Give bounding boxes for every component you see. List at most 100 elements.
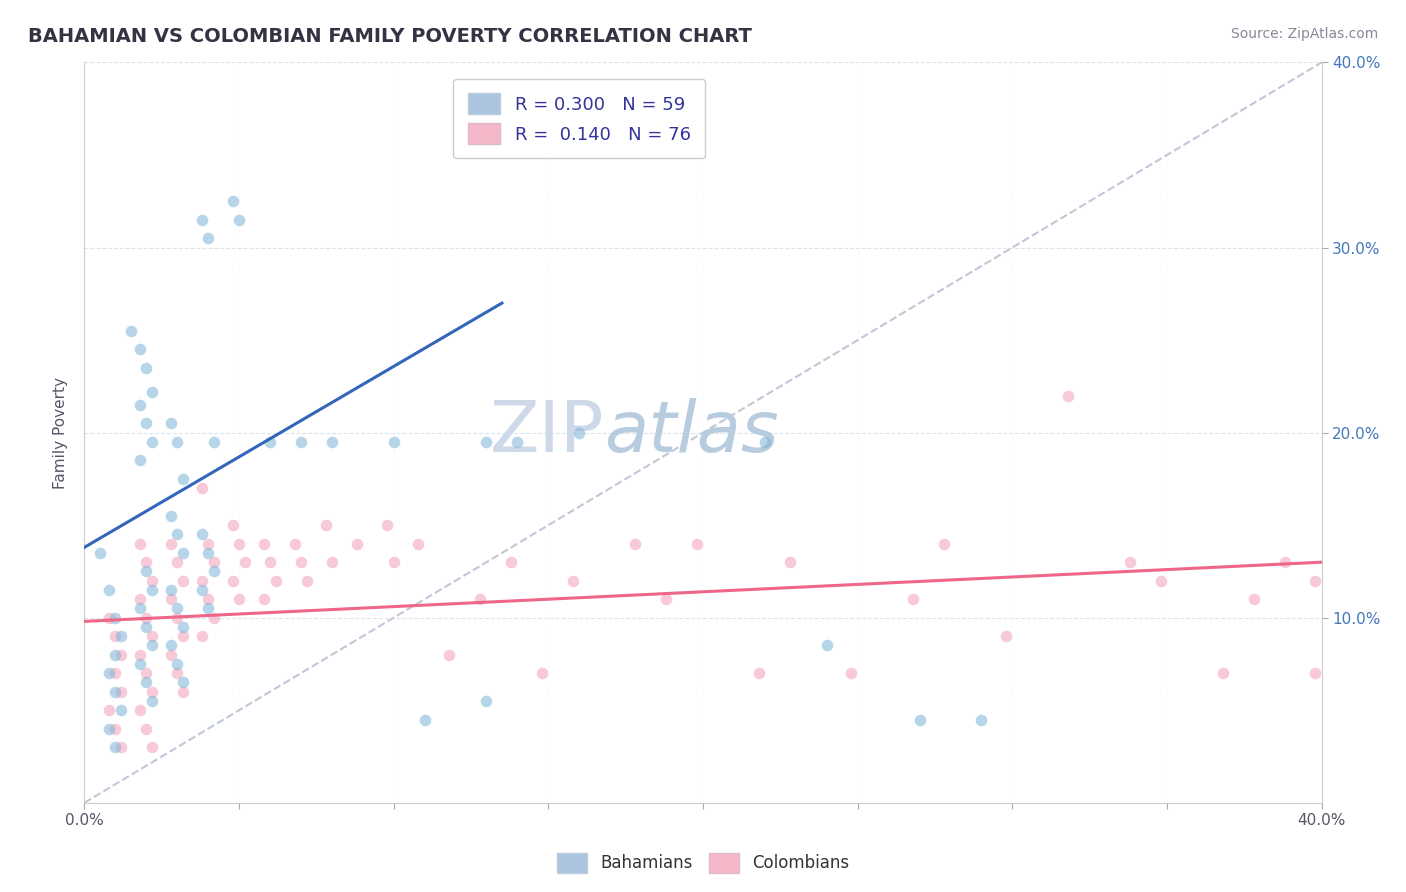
Point <box>995 629 1018 643</box>
Point <box>413 713 436 727</box>
Point <box>135 722 157 736</box>
Point <box>172 629 194 643</box>
Point <box>197 601 219 615</box>
Point <box>104 740 127 755</box>
Point <box>754 434 776 449</box>
Point <box>191 582 214 597</box>
Point <box>1119 555 1142 569</box>
Point <box>290 434 312 449</box>
Point <box>172 675 194 690</box>
Point <box>475 694 498 708</box>
Point <box>166 611 188 625</box>
Point <box>321 555 343 569</box>
Point <box>531 666 554 681</box>
Point <box>135 565 157 579</box>
Point <box>98 582 121 597</box>
Point <box>110 648 132 662</box>
Point <box>98 666 121 681</box>
Point <box>841 666 863 681</box>
Point <box>1057 389 1080 403</box>
Text: atlas: atlas <box>605 398 779 467</box>
Point <box>259 434 281 449</box>
Point <box>264 574 287 588</box>
Point <box>129 703 152 717</box>
Point <box>141 384 163 399</box>
Point <box>1212 666 1234 681</box>
Point <box>141 629 163 643</box>
Point <box>686 537 709 551</box>
Point <box>160 582 183 597</box>
Y-axis label: Family Poverty: Family Poverty <box>52 376 67 489</box>
Point <box>172 472 194 486</box>
Point <box>197 537 219 551</box>
Point <box>166 555 188 569</box>
Point <box>110 629 132 643</box>
Point <box>197 592 219 607</box>
Legend: R = 0.300   N = 59, R =  0.140   N = 76: R = 0.300 N = 59, R = 0.140 N = 76 <box>453 78 706 159</box>
Point <box>228 592 250 607</box>
Point <box>129 537 152 551</box>
Point <box>141 574 163 588</box>
Point <box>321 434 343 449</box>
Point <box>970 713 993 727</box>
Point <box>908 713 931 727</box>
Point <box>135 417 157 431</box>
Point <box>135 666 157 681</box>
Legend: Bahamians, Colombians: Bahamians, Colombians <box>550 847 856 880</box>
Point <box>253 537 276 551</box>
Point <box>120 324 142 338</box>
Point <box>166 657 188 671</box>
Point <box>160 417 183 431</box>
Point <box>382 555 405 569</box>
Point <box>228 212 250 227</box>
Point <box>295 574 318 588</box>
Point <box>98 722 121 736</box>
Point <box>222 194 245 209</box>
Point <box>129 601 152 615</box>
Point <box>197 546 219 560</box>
Point <box>903 592 925 607</box>
Point <box>382 434 405 449</box>
Point <box>439 648 461 662</box>
Point <box>191 481 214 495</box>
Point <box>346 537 368 551</box>
Point <box>135 620 157 634</box>
Point <box>129 648 152 662</box>
Point <box>197 231 219 245</box>
Text: Source: ZipAtlas.com: Source: ZipAtlas.com <box>1230 27 1378 41</box>
Point <box>104 611 127 625</box>
Point <box>1150 574 1173 588</box>
Point <box>172 546 194 560</box>
Point <box>160 592 183 607</box>
Point <box>141 740 163 755</box>
Point <box>172 685 194 699</box>
Point <box>191 574 214 588</box>
Point <box>166 527 188 541</box>
Text: BAHAMIAN VS COLOMBIAN FAMILY POVERTY CORRELATION CHART: BAHAMIAN VS COLOMBIAN FAMILY POVERTY COR… <box>28 27 752 45</box>
Point <box>172 620 194 634</box>
Point <box>104 648 127 662</box>
Point <box>104 629 127 643</box>
Point <box>141 685 163 699</box>
Point <box>259 555 281 569</box>
Point <box>135 611 157 625</box>
Point <box>1305 574 1327 588</box>
Point <box>290 555 312 569</box>
Point <box>135 675 157 690</box>
Point <box>160 508 183 523</box>
Point <box>98 611 121 625</box>
Point <box>191 527 214 541</box>
Point <box>166 601 188 615</box>
Point <box>233 555 256 569</box>
Point <box>284 537 307 551</box>
Point <box>1305 666 1327 681</box>
Point <box>129 657 152 671</box>
Point <box>191 212 214 227</box>
Point <box>748 666 770 681</box>
Point <box>104 666 127 681</box>
Point <box>815 639 838 653</box>
Point <box>98 703 121 717</box>
Point <box>160 648 183 662</box>
Point <box>141 582 163 597</box>
Point <box>202 565 225 579</box>
